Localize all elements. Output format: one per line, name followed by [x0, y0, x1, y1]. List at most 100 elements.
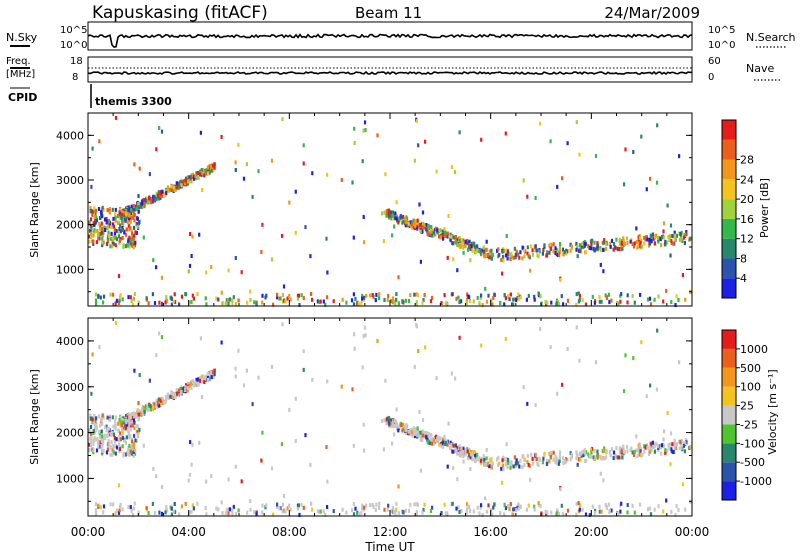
- echo-point: [421, 210, 425, 215]
- echo-point: [470, 241, 473, 246]
- echo-point: [294, 189, 297, 194]
- echo-point: [111, 207, 114, 212]
- echo-point: [619, 237, 622, 242]
- echo-point: [556, 184, 559, 189]
- echo-point: [491, 461, 494, 466]
- echo-point: [94, 229, 97, 234]
- echo-point: [624, 353, 627, 358]
- echo-point: [90, 184, 93, 189]
- echo-point: [550, 510, 553, 515]
- echo-point: [198, 440, 201, 445]
- echo-point: [102, 504, 106, 509]
- echo-point: [148, 403, 151, 408]
- echo-point: [490, 298, 493, 303]
- echo-point: [430, 441, 433, 446]
- echo-point: [196, 176, 199, 181]
- echo-point: [131, 513, 135, 517]
- echo-point: [392, 423, 395, 428]
- echo-point: [605, 246, 608, 251]
- echo-point: [237, 142, 240, 147]
- colorbar-segment: [722, 258, 736, 279]
- echo-point: [166, 394, 169, 399]
- echo-point: [458, 300, 461, 305]
- noise-ytick-low: 10^0: [60, 40, 87, 51]
- echo-point: [436, 436, 439, 441]
- echo-point: [95, 218, 98, 223]
- echo-point: [554, 246, 557, 251]
- echo-point: [174, 392, 177, 397]
- echo-point: [416, 502, 419, 507]
- echo-point: [604, 293, 607, 298]
- echo-point: [537, 291, 540, 296]
- echo-point: [418, 409, 421, 414]
- echo-point: [566, 347, 569, 351]
- echo-point: [249, 298, 252, 302]
- echo-point: [142, 203, 145, 208]
- echo-point: [249, 499, 252, 504]
- echo-point: [132, 245, 135, 250]
- echo-point: [602, 248, 605, 252]
- echo-point: [398, 217, 401, 222]
- echo-point: [439, 443, 442, 448]
- echo-point: [415, 512, 418, 516]
- echo-point: [169, 187, 172, 192]
- echo-point: [196, 170, 200, 175]
- echo-point: [160, 129, 164, 134]
- echo-point: [444, 232, 447, 237]
- echo-point: [325, 445, 328, 449]
- echo-point: [372, 504, 375, 509]
- echo-point: [514, 252, 517, 257]
- echo-point: [192, 506, 195, 511]
- echo-point: [610, 298, 613, 303]
- echo-point: [679, 232, 682, 236]
- freq-label-2: [MHz]: [6, 69, 35, 80]
- echo-point: [441, 233, 444, 238]
- echo-point: [118, 210, 121, 215]
- echo-point: [361, 296, 364, 301]
- echo-point: [446, 255, 449, 260]
- echo-point: [541, 251, 544, 256]
- echo-point: [155, 147, 158, 152]
- echo-point: [503, 502, 506, 507]
- echo-point: [89, 217, 93, 222]
- echo-point: [109, 502, 112, 507]
- echo-point: [668, 238, 671, 242]
- echo-point: [527, 254, 530, 259]
- echo-point: [158, 331, 161, 336]
- echo-point: [616, 247, 619, 251]
- echo-point: [187, 478, 190, 483]
- echo-point: [345, 300, 348, 305]
- echo-point: [127, 217, 130, 222]
- echo-point: [670, 238, 673, 243]
- echo-point: [505, 456, 508, 461]
- echo-point: [117, 234, 121, 239]
- echo-point: [648, 237, 651, 242]
- echo-point: [118, 238, 121, 243]
- echo-point: [614, 245, 617, 250]
- echo-point: [462, 238, 465, 243]
- echo-point: [488, 255, 491, 260]
- echo-point: [530, 452, 533, 457]
- echo-point: [255, 302, 258, 307]
- echo-point: [121, 428, 124, 433]
- echo-point: [460, 446, 463, 451]
- echo-point: [522, 385, 525, 390]
- echo-point: [184, 178, 187, 183]
- echo-point: [623, 389, 626, 394]
- echo-point: [438, 228, 441, 233]
- freq-label-1: Freq.: [6, 56, 31, 67]
- echo-point: [217, 297, 220, 302]
- echo-point: [105, 450, 109, 455]
- echo-point: [186, 386, 190, 391]
- echo-point: [539, 294, 542, 299]
- echo-point: [412, 429, 416, 434]
- echo-point: [128, 421, 131, 426]
- echo-point: [670, 447, 673, 452]
- echo-point: [385, 213, 388, 218]
- echo-point: [410, 222, 413, 227]
- echo-point: [318, 299, 321, 304]
- echo-point: [361, 293, 364, 298]
- time-tick-label: 16:00: [473, 525, 508, 539]
- echo-point: [101, 214, 104, 219]
- echo-point: [480, 343, 483, 348]
